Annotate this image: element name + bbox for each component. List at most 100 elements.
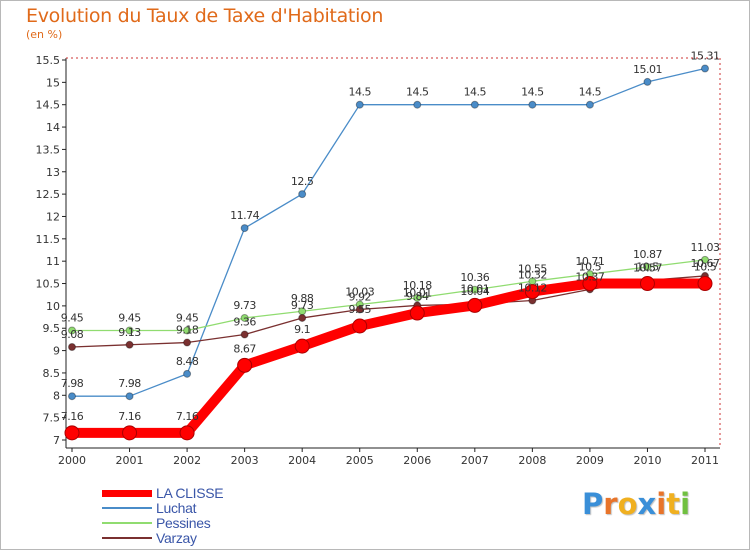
y-tick-label: 11 [46,255,60,268]
data-label: 7.16 [176,410,199,423]
data-label: 9.1 [294,323,310,336]
data-point [64,425,80,441]
y-tick-label: 8.5 [43,367,61,380]
data-label: 8.67 [233,342,256,355]
x-tick-label: 2008 [518,454,546,467]
x-tick-label: 2007 [461,454,489,467]
y-tick-label: 15.5 [36,54,61,67]
data-label: 9.08 [61,328,84,341]
data-label: 9.88 [291,292,314,305]
data-label: 11.74 [230,209,259,222]
data-label: 7.16 [61,410,84,423]
proxiti-logo: Proxiti [582,487,690,521]
data-label: 14.5 [348,86,371,99]
x-tick-label: 2011 [691,454,719,467]
data-point [643,77,652,86]
data-label: 14.5 [521,86,544,99]
data-label: 9.18 [176,324,199,337]
data-point [183,338,192,347]
data-label: 10.01 [403,286,432,299]
series-points [64,64,713,441]
data-point [125,392,134,401]
logo-letter: r [603,487,618,521]
data-point [701,255,709,264]
data-point [639,276,655,292]
data-point [413,293,422,302]
y-tick-label: 10 [46,300,60,313]
series-line-pessines [71,259,706,332]
y-tick-label: 9.5 [43,322,61,335]
legend-label-la-clisse: LA CLISSE [156,485,224,501]
legend-swatch-luchat [102,507,152,509]
x-tick-label: 2010 [633,454,661,467]
logo-letter: i [680,487,691,521]
data-point [237,357,253,373]
chart-subtitle: (en %) [26,28,63,41]
legend-swatch-pessines [102,522,152,524]
y-tick-label: 9 [53,345,60,358]
data-label: 10.01 [460,282,489,295]
y-tick-label: 15 [46,76,60,89]
data-point [68,343,76,352]
data-point [294,338,310,354]
data-point [643,262,652,271]
data-point [697,276,713,292]
series-lines [67,67,710,438]
data-point [240,224,249,233]
data-label: 9.73 [291,299,314,312]
data-label: 10.36 [460,271,489,284]
data-point [68,392,76,401]
y-tick-label: 13.5 [36,143,61,156]
data-label: 10.37 [575,270,604,283]
data-point [298,190,307,199]
y-tick-label: 12 [46,210,60,223]
data-point [355,305,364,314]
data-label: 10.5 [694,261,717,274]
x-tick-label: 2005 [346,454,374,467]
y-tick-label: 14.5 [36,99,61,112]
data-label: 10.03 [345,286,374,299]
data-labels: 7.16 7.16 7.168.679.19.559.8410.0110.3210.… [61,49,721,423]
data-label: 14.5 [464,86,487,99]
chart-axes: 7 7.5 8 8.5 9 9.5 10 10.5 11 11.5 12 12.5 13 13.5 14 14… [36,54,721,467]
chart-title: Evolution du Taux de Taxe d'Habitation [26,5,384,27]
data-label: 7.16 [118,410,141,423]
data-label: 9.45 [118,311,141,324]
data-label: 8.48 [176,355,199,368]
logo-letter: o [617,487,638,521]
data-point [585,100,594,109]
legend-swatch-la-clisse [102,490,152,497]
data-point [125,326,134,335]
data-label: 10.18 [403,279,432,292]
logo-letter: t [666,487,681,521]
data-point [355,100,364,109]
data-label: 10.55 [518,262,547,275]
legend-label-varzay: Varzay [156,530,197,546]
data-point [582,276,598,292]
legend-swatch-varzay [102,537,152,539]
data-label: 10.12 [518,282,547,295]
y-tick-label: 7 [53,434,60,447]
x-tick-label: 2003 [231,454,259,467]
data-label: 10.5 [636,261,659,274]
data-label: 12.5 [291,175,314,188]
data-label: 10.32 [518,269,547,282]
legend-label-luchat: Luchat [156,500,197,516]
data-point [352,318,368,334]
data-label: 10.67 [691,257,720,270]
data-label: 10.04 [460,285,489,298]
data-point [68,326,76,335]
y-tick-label: 13 [46,166,60,179]
data-point [122,425,138,441]
data-point [467,297,483,313]
data-point [240,313,249,322]
data-point [183,369,192,378]
data-point [125,340,134,349]
data-label: 9.45 [61,311,84,324]
data-label: 11.03 [691,241,720,254]
logo-letter: P [582,487,604,521]
data-point [179,425,195,441]
data-point [413,100,422,109]
x-tick-label: 2009 [576,454,604,467]
